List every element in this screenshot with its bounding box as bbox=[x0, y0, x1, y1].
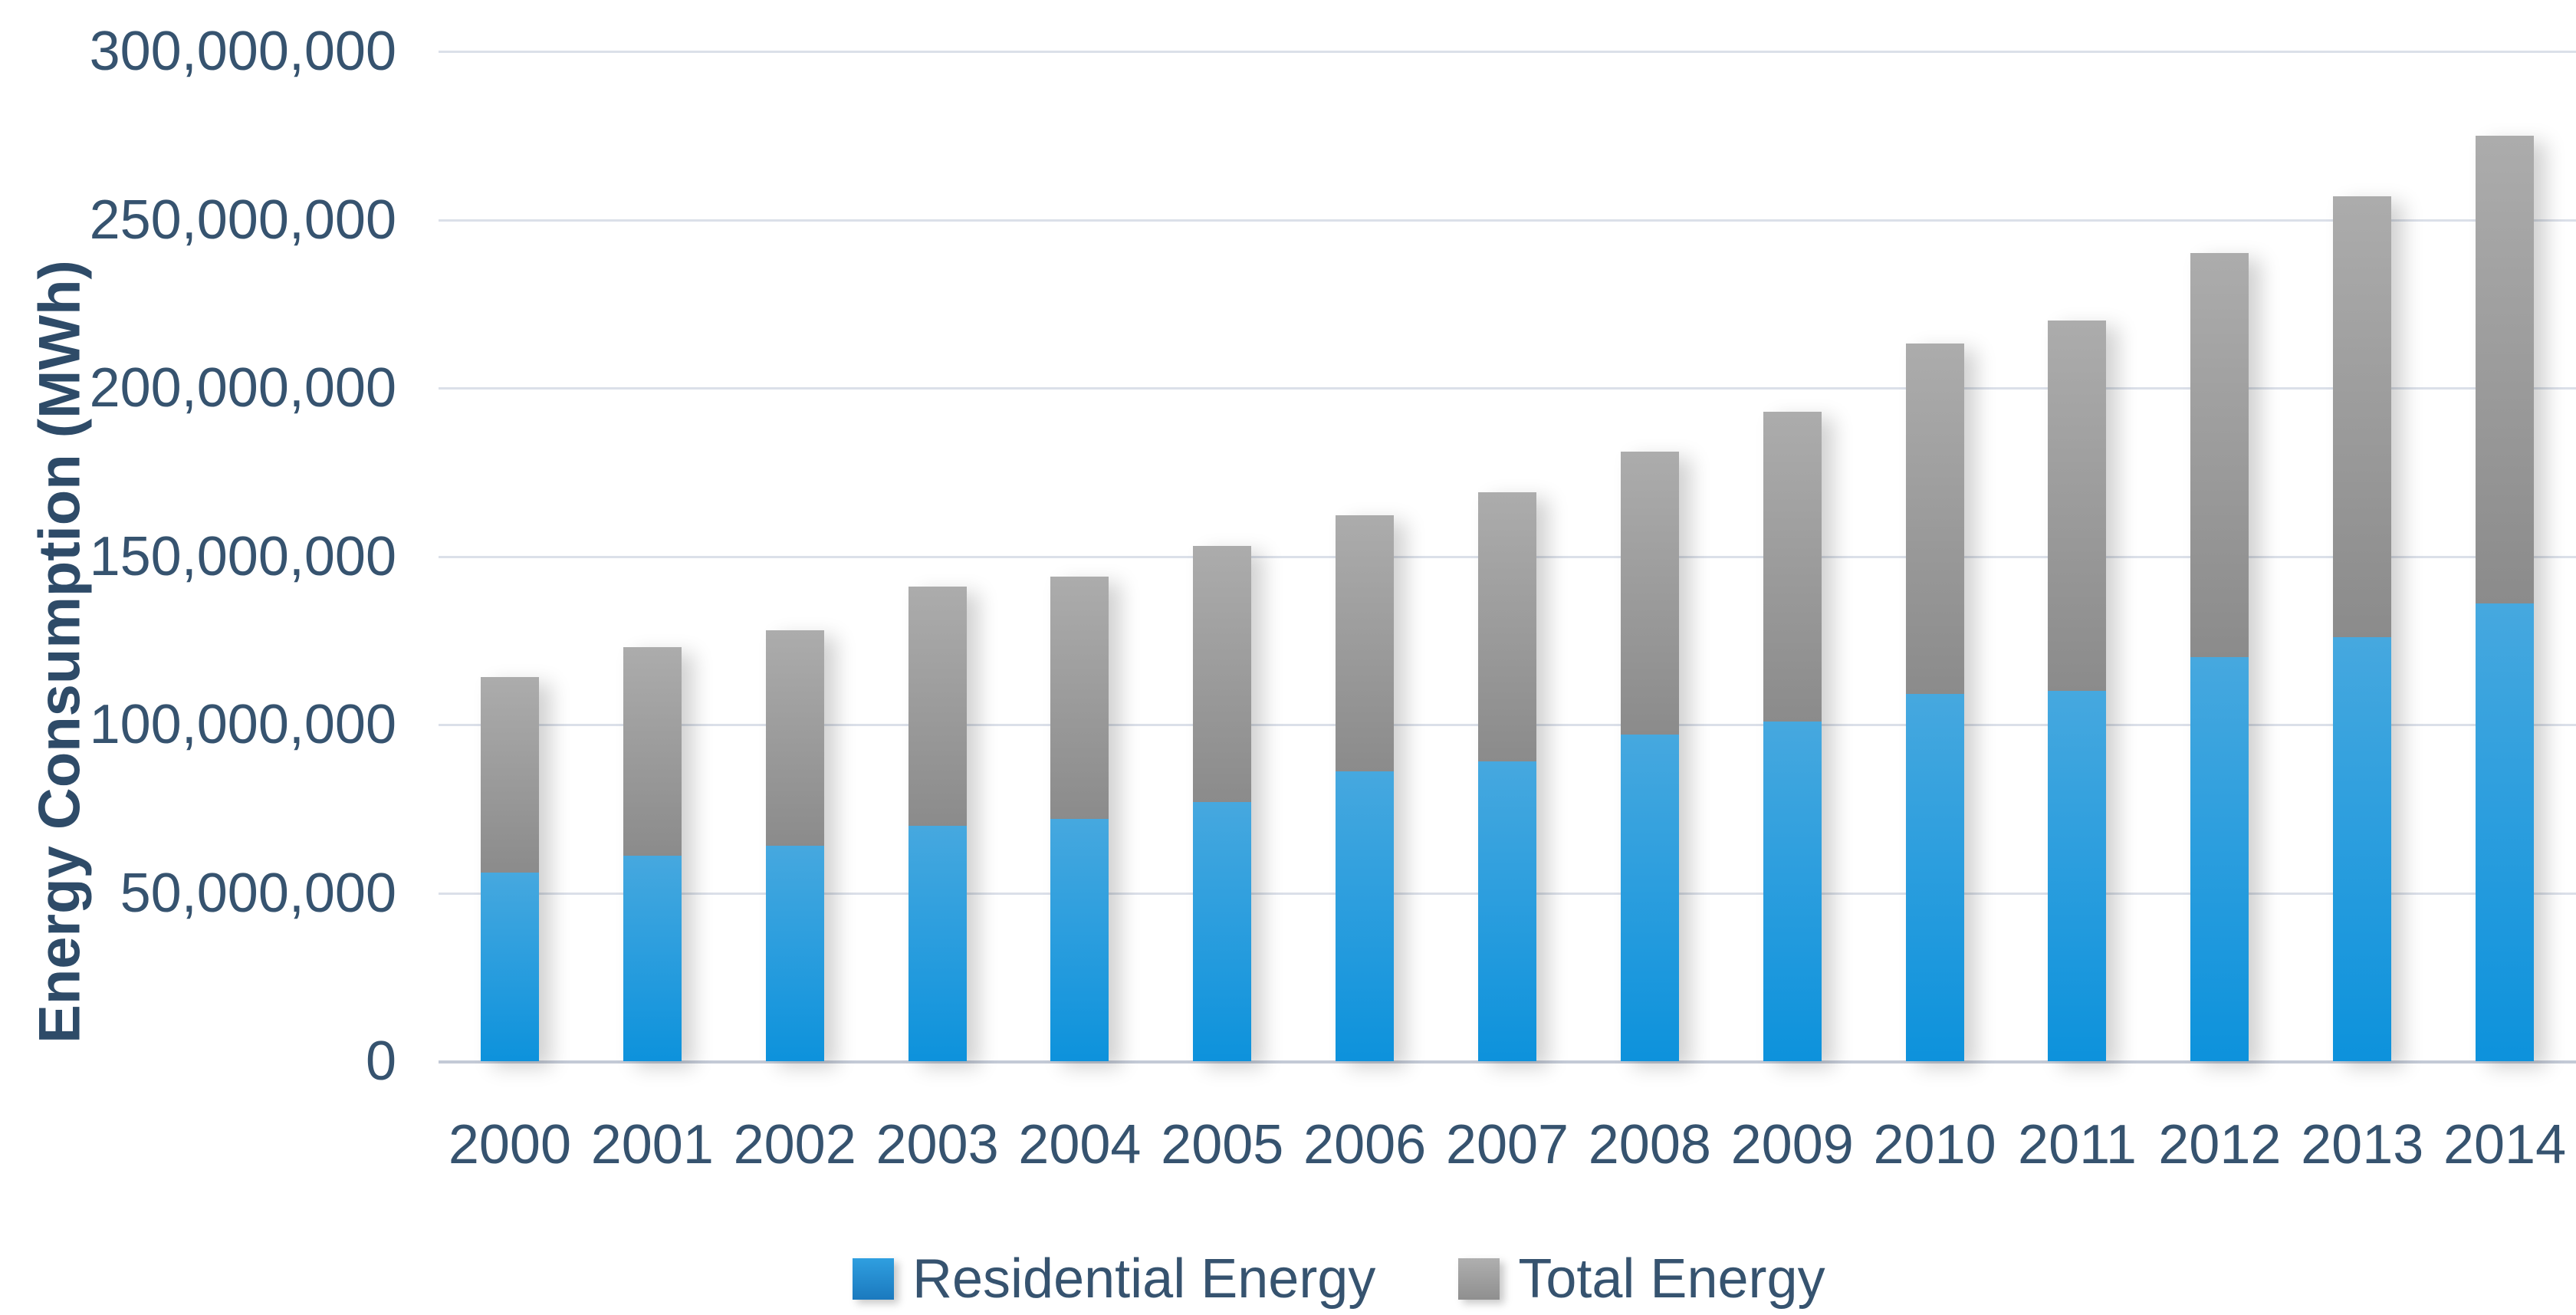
bar-stack-2005 bbox=[1193, 546, 1252, 1061]
bar-segment-residential-2000 bbox=[480, 873, 539, 1061]
bar-slot-2003 bbox=[866, 51, 1009, 1061]
bar-slot-2013 bbox=[2291, 51, 2433, 1061]
bar-stack-2009 bbox=[1763, 412, 1822, 1061]
bar-slot-2009 bbox=[1721, 51, 1864, 1061]
bar-segment-total-2013 bbox=[2333, 196, 2392, 637]
bar-slot-2000 bbox=[439, 51, 581, 1061]
bar-segment-residential-2011 bbox=[2048, 691, 2107, 1061]
bar-stack-2010 bbox=[1905, 344, 1964, 1061]
plot-area bbox=[439, 51, 2576, 1061]
y-tick-label: 200,000,000 bbox=[89, 357, 396, 419]
x-axis-line bbox=[439, 1060, 2576, 1064]
x-tick-label-2003: 2003 bbox=[876, 1114, 999, 1175]
bar-slot-2010 bbox=[1864, 51, 2006, 1061]
x-tick-label-2009: 2009 bbox=[1730, 1114, 1854, 1175]
bar-segment-residential-2004 bbox=[1050, 819, 1109, 1061]
x-tick-label-2010: 2010 bbox=[1873, 1114, 1996, 1175]
legend-item-total: Total Energy bbox=[1458, 1248, 1825, 1310]
legend-label-residential: Residential Energy bbox=[912, 1248, 1376, 1310]
bar-segment-residential-2007 bbox=[1477, 761, 1536, 1061]
x-tick-label-2007: 2007 bbox=[1445, 1114, 1569, 1175]
legend-item-residential: Residential Energy bbox=[853, 1248, 1375, 1310]
bar-segment-total-2011 bbox=[2048, 321, 2107, 691]
bar-segment-residential-2012 bbox=[2190, 657, 2249, 1061]
bar-segment-residential-2003 bbox=[908, 826, 967, 1061]
bar-segment-residential-2006 bbox=[1336, 771, 1395, 1061]
legend-label-total: Total Energy bbox=[1518, 1248, 1825, 1310]
y-tick-label: 0 bbox=[365, 1031, 396, 1092]
bar-slot-2012 bbox=[2148, 51, 2291, 1061]
bar-stack-2001 bbox=[623, 647, 682, 1061]
bar-stack-2002 bbox=[765, 630, 824, 1061]
x-tick-label-2008: 2008 bbox=[1588, 1114, 1711, 1175]
bar-segment-total-2002 bbox=[765, 630, 824, 846]
bar-segment-total-2010 bbox=[1905, 344, 1964, 694]
y-tick-label: 250,000,000 bbox=[89, 189, 396, 251]
x-tick-label-2014: 2014 bbox=[2443, 1114, 2567, 1175]
bar-slot-2007 bbox=[1436, 51, 1579, 1061]
bar-segment-total-2007 bbox=[1477, 492, 1536, 761]
y-tick-label: 150,000,000 bbox=[89, 525, 396, 587]
bar-slot-2004 bbox=[1008, 51, 1151, 1061]
x-tick-label-2000: 2000 bbox=[448, 1114, 572, 1175]
bar-stack-2000 bbox=[480, 677, 539, 1061]
gridline bbox=[439, 387, 2576, 390]
bar-segment-residential-2009 bbox=[1763, 722, 1822, 1061]
total-legend-swatch-icon bbox=[1458, 1258, 1500, 1300]
y-tick-label: 300,000,000 bbox=[89, 21, 396, 82]
residential-legend-swatch-icon bbox=[853, 1258, 894, 1300]
x-tick-label-2001: 2001 bbox=[590, 1114, 714, 1175]
bar-segment-total-2001 bbox=[623, 647, 682, 856]
bar-stack-2004 bbox=[1050, 577, 1109, 1061]
gridline bbox=[439, 51, 2576, 53]
x-tick-label-2011: 2011 bbox=[2018, 1114, 2137, 1175]
y-tick-label: 50,000,000 bbox=[120, 862, 396, 924]
bar-segment-total-2000 bbox=[480, 677, 539, 873]
bar-segment-total-2006 bbox=[1336, 515, 1395, 771]
bar-stack-2014 bbox=[2476, 136, 2535, 1061]
bar-segment-total-2008 bbox=[1620, 452, 1679, 735]
x-tick-label-2004: 2004 bbox=[1018, 1114, 1142, 1175]
bar-segment-residential-2008 bbox=[1620, 735, 1679, 1061]
bar-stack-2007 bbox=[1477, 492, 1536, 1061]
x-tick-label-2013: 2013 bbox=[2301, 1114, 2424, 1175]
x-tick-label-2002: 2002 bbox=[733, 1114, 856, 1175]
bar-stack-2011 bbox=[2048, 321, 2107, 1061]
bar-segment-residential-2005 bbox=[1193, 802, 1252, 1061]
bar-segment-residential-2010 bbox=[1905, 694, 1964, 1061]
bar-segment-total-2012 bbox=[2190, 253, 2249, 657]
bar-slot-2002 bbox=[724, 51, 866, 1061]
bar-segment-residential-2014 bbox=[2476, 603, 2535, 1061]
x-tick-label-2006: 2006 bbox=[1303, 1114, 1427, 1175]
bar-slot-2005 bbox=[1151, 51, 1293, 1061]
y-tick-label: 100,000,000 bbox=[89, 694, 396, 755]
bar-segment-residential-2001 bbox=[623, 856, 682, 1061]
bar-stack-2013 bbox=[2333, 196, 2392, 1061]
bar-segment-total-2014 bbox=[2476, 136, 2535, 603]
gridline bbox=[439, 219, 2576, 222]
x-tick-label-2005: 2005 bbox=[1161, 1114, 1284, 1175]
bar-slot-2008 bbox=[1579, 51, 1721, 1061]
bar-segment-total-2005 bbox=[1193, 546, 1252, 802]
bar-stack-2003 bbox=[908, 587, 967, 1061]
bar-slot-2014 bbox=[2433, 51, 2576, 1061]
bar-segment-residential-2013 bbox=[2333, 637, 2392, 1061]
bar-slot-2011 bbox=[2006, 51, 2149, 1061]
bar-slot-2006 bbox=[1293, 51, 1436, 1061]
bar-stack-2008 bbox=[1620, 452, 1679, 1061]
bar-segment-total-2003 bbox=[908, 587, 967, 826]
chart-legend: Residential Energy Total Energy bbox=[853, 1248, 1825, 1310]
bar-slot-2001 bbox=[581, 51, 724, 1061]
bar-segment-total-2004 bbox=[1050, 577, 1109, 819]
bar-stack-2012 bbox=[2190, 253, 2249, 1061]
bar-segment-total-2009 bbox=[1763, 412, 1822, 722]
bar-segment-residential-2002 bbox=[765, 846, 824, 1061]
bar-stack-2006 bbox=[1336, 515, 1395, 1061]
x-tick-label-2012: 2012 bbox=[2158, 1114, 2282, 1175]
